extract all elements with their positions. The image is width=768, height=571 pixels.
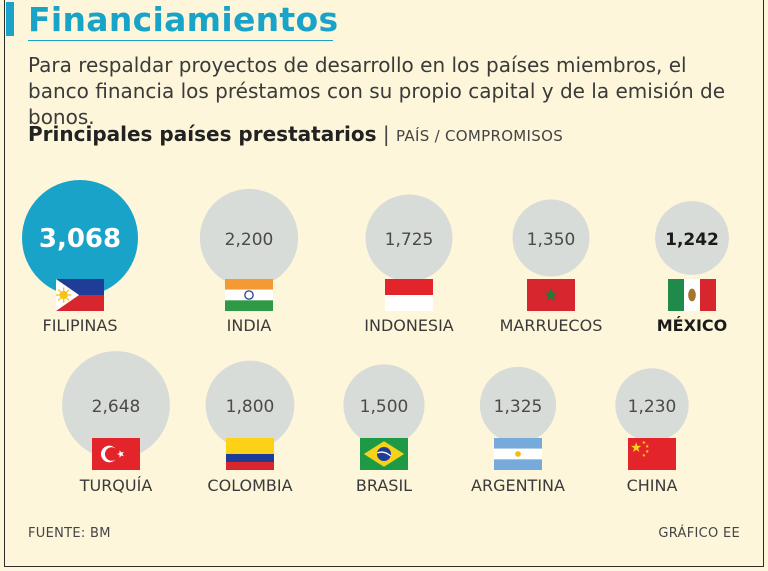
value-label-indonesia: 1,725 xyxy=(385,230,434,250)
country-label-colombia: COLOMBIA xyxy=(207,476,292,495)
bubble-mexico xyxy=(655,201,729,275)
bubble-philippines xyxy=(22,180,138,296)
bubble-colombia xyxy=(205,360,295,450)
bubble-group-morocco: 1,350 MARRUECOS xyxy=(500,199,603,335)
bubble-india xyxy=(199,188,299,288)
country-label-argentina: ARGENTINA xyxy=(471,476,565,495)
value-label-colombia: 1,800 xyxy=(226,397,275,417)
infographic-frame xyxy=(4,0,764,567)
value-label-brazil: 1,500 xyxy=(360,397,409,417)
bubble-turkey xyxy=(62,351,170,459)
country-label-morocco: MARRUECOS xyxy=(500,316,603,335)
value-label-turkey: 2,648 xyxy=(92,397,141,417)
subtitle-main: Principales países prestatarios xyxy=(28,122,377,146)
subtitle-unit: PAÍS / COMPROMISOS xyxy=(396,127,564,145)
chart-subtitle: Principales países prestatarios | PAÍS /… xyxy=(28,122,563,146)
bubble-morocco xyxy=(512,199,590,277)
subtitle-separator: | xyxy=(382,122,390,146)
value-label-philippines: 3,068 xyxy=(39,224,121,254)
bubble-argentina xyxy=(479,366,557,444)
intro-paragraph: Para respaldar proyectos de desarrollo e… xyxy=(28,53,726,129)
country-label-india: INDIA xyxy=(227,316,272,335)
bubble-group-philippines: 3,068 FILIPINAS xyxy=(22,180,138,335)
bubble-group-china: 1,230 CHINA xyxy=(615,368,689,495)
value-label-morocco: 1,350 xyxy=(527,230,576,250)
bubble-china xyxy=(615,368,689,442)
flag-turkey-icon xyxy=(92,438,140,470)
bubble-group-turkey: 2,648 TURQUÍA xyxy=(62,351,170,495)
value-label-mexico: 1,242 xyxy=(665,230,719,250)
flag-argentina-icon xyxy=(494,438,542,470)
country-label-brazil: BRASIL xyxy=(356,476,412,495)
title-underline xyxy=(28,40,333,41)
flag-mexico-icon xyxy=(668,279,716,311)
bubble-indonesia xyxy=(365,194,453,282)
country-label-turkey: TURQUÍA xyxy=(79,476,153,495)
country-label-mexico: MÉXICO xyxy=(657,316,727,335)
bubble-group-colombia: 1,800 COLOMBIA xyxy=(205,360,295,495)
flag-china-icon xyxy=(628,438,676,470)
country-label-indonesia: INDONESIA xyxy=(364,316,454,335)
bubble-group-indonesia: 1,725 INDONESIA xyxy=(364,194,454,335)
country-label-philippines: FILIPINAS xyxy=(43,316,118,335)
bubble-group-argentina: 1,325 ARGENTINA xyxy=(471,366,565,495)
bubble-group-brazil: 1,500 BRASIL xyxy=(343,364,425,495)
bubble-brazil xyxy=(343,364,425,446)
title-accent-bar xyxy=(6,2,14,36)
value-label-argentina: 1,325 xyxy=(494,397,543,417)
bubble-group-mexico: 1,242 MÉXICO xyxy=(655,201,729,335)
flag-indonesia-icon xyxy=(385,279,433,311)
source-note: FUENTE: BM xyxy=(28,526,111,541)
flag-brazil-icon xyxy=(360,438,408,470)
value-label-india: 2,200 xyxy=(225,230,274,250)
flag-philippines-icon xyxy=(56,279,104,311)
country-label-china: CHINA xyxy=(627,476,678,495)
page-title: Financiamientos xyxy=(28,0,339,39)
flag-morocco-icon xyxy=(527,279,575,311)
value-label-china: 1,230 xyxy=(628,397,677,417)
flag-india-icon xyxy=(225,279,273,311)
flag-colombia-icon xyxy=(226,438,274,470)
bubble-group-india: 2,200 INDIA xyxy=(199,188,299,335)
graphic-credit: GRÁFICO EE xyxy=(658,526,740,541)
